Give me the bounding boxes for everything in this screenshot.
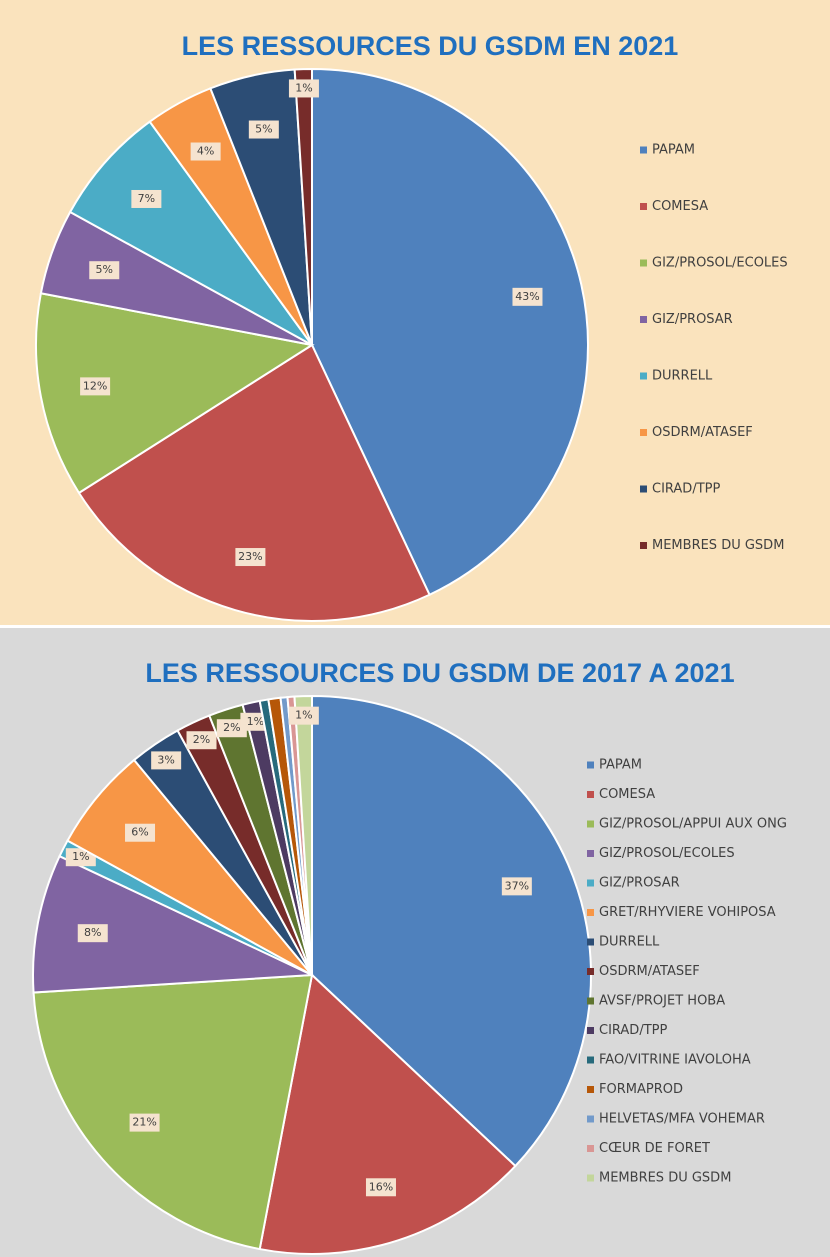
- legend-label: OSDRM/ATASEF: [599, 964, 700, 979]
- data-label: 43%: [515, 290, 539, 303]
- legend-label: GIZ/PROSOL/APPUI AUX ONG: [599, 817, 787, 832]
- data-label: 8%: [84, 926, 101, 939]
- legend-label: CIRAD/TPP: [599, 1023, 667, 1038]
- data-label-box: [129, 1113, 160, 1132]
- data-label-box: [512, 287, 543, 306]
- legend-swatch: [587, 997, 594, 1005]
- legend-swatch: [587, 820, 594, 828]
- data-label-box: [131, 189, 162, 208]
- data-label: 4%: [197, 145, 214, 158]
- pie-slice: [32, 854, 313, 994]
- data-label: 7%: [138, 192, 155, 205]
- data-label-box: [501, 877, 532, 896]
- legend-swatch: [587, 1115, 594, 1123]
- legend-swatch: [640, 203, 647, 210]
- data-label: 3%: [157, 753, 174, 766]
- legend-label: COMESA: [599, 787, 655, 802]
- pie-slice: [68, 120, 313, 346]
- data-label: 6%: [131, 826, 148, 839]
- legend-swatch: [587, 850, 594, 857]
- pie-slice: [258, 973, 517, 1256]
- data-label-box: [151, 751, 182, 770]
- data-label-box: [288, 706, 319, 725]
- pie-slice: [35, 292, 315, 495]
- legend-swatch: [587, 761, 594, 769]
- legend-swatch: [640, 542, 647, 549]
- data-label: 37%: [505, 879, 529, 892]
- legend-label: CIRAD/TPP: [652, 482, 720, 497]
- legend-label: CŒUR DE FORET: [599, 1141, 710, 1156]
- legend-label: GIZ/PROSOL/ECOLES: [652, 256, 788, 271]
- legend-label: PAPAM: [652, 143, 695, 158]
- legend-swatch: [587, 791, 594, 798]
- legend-label: MEMBRES DU GSDM: [652, 538, 784, 553]
- data-label-box: [77, 924, 108, 943]
- chart-title: LES RESSOURCES DU GSDM EN 2021: [182, 31, 679, 61]
- legend-swatch: [587, 938, 594, 946]
- data-label-box: [190, 142, 221, 161]
- data-label: 1%: [295, 81, 312, 94]
- pie-slice: [311, 694, 592, 1168]
- data-label-box: [80, 377, 111, 396]
- data-label: 12%: [83, 379, 107, 392]
- data-label: 1%: [295, 709, 312, 722]
- data-label-box: [248, 120, 279, 139]
- data-label: 5%: [255, 123, 272, 136]
- legend-swatch: [587, 1027, 594, 1034]
- data-label-box: [89, 261, 120, 280]
- legend-swatch: [587, 1056, 594, 1064]
- data-label: 1%: [247, 715, 264, 728]
- data-label-box: [216, 719, 247, 738]
- legend-swatch: [587, 1086, 594, 1093]
- legend-swatch: [640, 259, 647, 267]
- legend-swatch: [640, 146, 647, 154]
- data-label: 16%: [369, 1180, 393, 1193]
- legend-swatch: [587, 909, 594, 916]
- data-label-box: [186, 731, 217, 750]
- legend-label: DURRELL: [652, 369, 713, 384]
- legend-label: HELVETAS/MFA VOHEMAR: [599, 1112, 765, 1127]
- legend-label: DURRELL: [599, 935, 660, 950]
- legend-label: FORMAPROD: [599, 1082, 683, 1097]
- legend-swatch: [587, 1145, 594, 1152]
- legend-label: OSDRM/ATASEF: [652, 425, 753, 440]
- pie-slice: [293, 694, 313, 976]
- legend-label: PAPAM: [599, 758, 642, 773]
- legend-label: MEMBRES DU GSDM: [599, 1171, 731, 1186]
- legend-label: GIZ/PROSAR: [652, 312, 733, 327]
- data-label-box: [288, 79, 319, 98]
- chart-title: LES RESSOURCES DU GSDM DE 2017 A 2021: [145, 658, 734, 688]
- legend-swatch: [587, 879, 594, 887]
- data-label-box: [365, 1178, 396, 1197]
- legend-label: FAO/VITRINE IAVOLOHA: [599, 1053, 751, 1068]
- legend-swatch: [587, 968, 594, 975]
- data-label: 21%: [132, 1116, 156, 1129]
- legend-swatch: [640, 429, 647, 436]
- legend-swatch: [640, 372, 647, 380]
- legend-swatch: [640, 316, 647, 323]
- data-label: 2%: [193, 733, 210, 746]
- legend-label: GRET/RHYVIERE VOHIPOSA: [599, 905, 776, 920]
- data-label: 23%: [238, 550, 262, 563]
- legend-swatch: [587, 1174, 594, 1182]
- legend-swatch: [640, 485, 647, 493]
- legend-label: GIZ/PROSOL/ECOLES: [599, 846, 735, 861]
- pie-slice: [293, 67, 313, 346]
- data-label: 2%: [223, 721, 240, 734]
- data-label-box: [125, 823, 156, 842]
- legend-label: COMESA: [652, 199, 708, 214]
- data-label: 1%: [72, 850, 89, 863]
- legend-label: AVSF/PROJET HOBA: [599, 994, 725, 1009]
- pie-slice: [32, 973, 314, 1251]
- pie-slice: [77, 343, 431, 622]
- legend-label: GIZ/PROSAR: [599, 876, 680, 891]
- pie-slice: [311, 67, 589, 597]
- data-label-box: [235, 548, 266, 567]
- data-label: 5%: [96, 263, 113, 276]
